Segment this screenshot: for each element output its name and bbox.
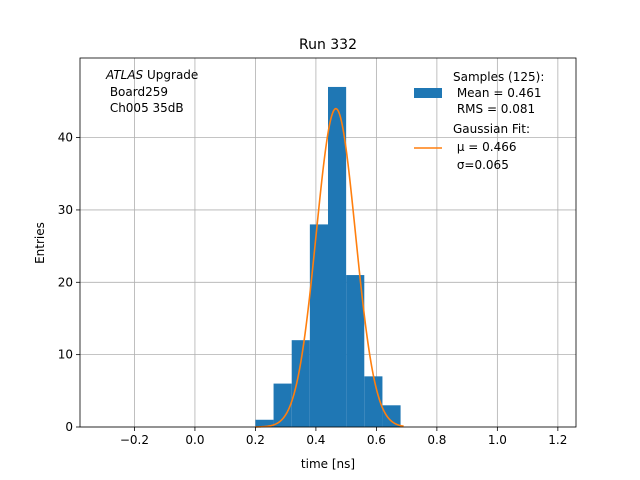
annotation-board: Board259	[106, 85, 168, 99]
y-tick-label: 40	[58, 131, 73, 145]
x-tick-label: 0.6	[367, 433, 386, 447]
x-tick-label: 1.2	[548, 433, 567, 447]
annotation-atlas: ATLAS	[105, 68, 144, 82]
annotation-upgrade: Upgrade	[143, 68, 198, 82]
y-tick-label: 10	[58, 348, 73, 362]
x-tick-label: 0.2	[246, 433, 265, 447]
y-axis-ticks: 0 10 20 30 40	[58, 131, 80, 434]
annotation: ATLAS Upgrade Board259 Ch005 35dB	[105, 68, 198, 115]
histogram-bar	[309, 224, 328, 427]
y-tick-label: 30	[58, 203, 73, 217]
annotation-channel: Ch005 35dB	[106, 101, 184, 115]
chart-title: Run 332	[299, 37, 357, 53]
legend-samples-line1: Samples (125):	[453, 70, 544, 84]
y-tick-label: 0	[65, 420, 73, 434]
legend: Samples (125): Mean = 0.461 RMS = 0.081 …	[414, 70, 544, 172]
y-tick-label: 20	[58, 275, 73, 289]
legend-samples-line3: RMS = 0.081	[453, 102, 535, 116]
histogram-bar	[382, 405, 401, 427]
svg-text:ATLAS Upgrade: ATLAS Upgrade	[105, 68, 198, 82]
histogram-bar	[291, 340, 310, 427]
x-axis-ticks: −0.2 0.0 0.2 0.4 0.6 0.8 1.0 1.2	[120, 427, 567, 447]
legend-fit-line3: σ=0.065	[453, 158, 509, 172]
legend-fit-line2: μ = 0.466	[453, 140, 517, 154]
histogram-bar	[255, 419, 274, 427]
x-tick-label: 0.8	[427, 433, 446, 447]
legend-fit-line1: Gaussian Fit:	[453, 122, 530, 136]
x-tick-label: 0.4	[306, 433, 325, 447]
x-tick-label: 0.0	[185, 433, 204, 447]
y-axis-label: Entries	[33, 222, 47, 264]
histogram-bar	[273, 383, 292, 427]
x-tick-label: 1.0	[488, 433, 507, 447]
legend-samples-line2: Mean = 0.461	[453, 86, 542, 100]
legend-swatch-samples	[414, 88, 442, 98]
histogram-bars	[255, 86, 401, 428]
gaussian-fit-curve	[255, 107, 404, 428]
histogram-bar	[346, 275, 365, 427]
histogram-bar	[328, 86, 347, 428]
histogram-bar	[364, 376, 383, 427]
x-tick-label: −0.2	[120, 433, 149, 447]
plot-frame	[79, 57, 577, 428]
x-axis-label: time [ns]	[301, 457, 355, 471]
